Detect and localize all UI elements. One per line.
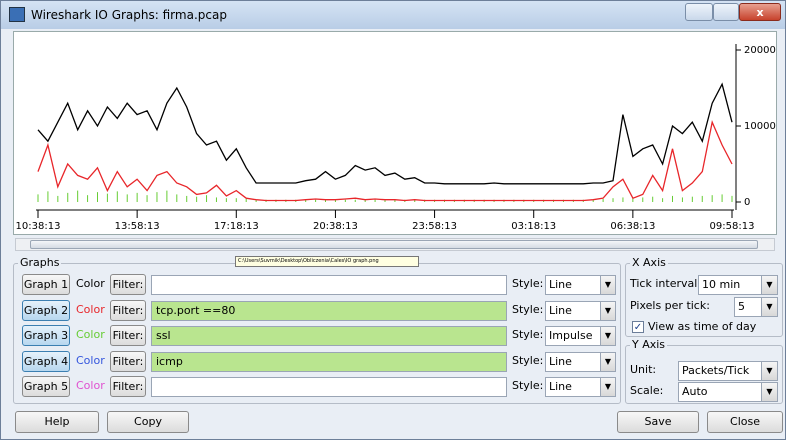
x-tick-label: 13:58:13 [115,221,160,232]
color-label[interactable]: Color [76,353,105,367]
y-axis-group: Y Axis Unit: Packets/Tick ▼ Scale: Auto ▼ [625,338,783,404]
io-graph: 0 100000 200000 10:38:13 13:58:13 17:18:13 20:… [13,31,777,235]
x-tick-label: 09:58:13 [710,221,755,232]
style-select[interactable]: Line ▼ [545,351,616,372]
y-tick-label: 0 [744,197,750,208]
select-value: 10 min [702,278,741,291]
scroll-thumb[interactable] [30,240,758,249]
dropdown-arrow[interactable]: ▼ [600,327,615,345]
scrollbar[interactable] [15,238,775,251]
tooltip: C:\Users\Suvmik\Desktop\Obliczenia\Cales… [235,256,419,267]
dropdown-arrow[interactable]: ▼ [761,362,777,380]
filter-input[interactable] [151,275,507,295]
minimize-button[interactable] [685,3,713,21]
group-label: Y Axis [630,338,668,351]
style-label: Style: [512,379,544,392]
select-value: Packets/Tick [682,364,750,377]
graph-button[interactable]: Graph 2 [22,299,70,321]
x-axis-group: X Axis Tick interval: 10 min ▼ Pixels per… [625,256,783,337]
save-button[interactable]: Save [617,411,699,433]
color-label[interactable]: Color [76,379,105,392]
unit-label: Unit: [630,363,657,376]
dropdown-arrow[interactable]: ▼ [600,276,615,294]
select-value: Line [549,354,572,368]
style-select[interactable]: Line ▼ [545,377,616,397]
dropdown-arrow[interactable]: ▼ [761,298,777,316]
select-value: 5 [738,300,745,313]
dropdown-arrow[interactable]: ▼ [600,301,615,320]
dropdown-arrow[interactable]: ▼ [761,276,777,294]
graph-button[interactable]: Graph 5 [22,376,70,397]
filter-button[interactable]: Filter: [110,299,146,321]
close-window-button[interactable]: x [739,3,781,21]
style-label: Style: [512,328,544,341]
close-button[interactable]: Close [707,411,783,433]
x-tick-label: 03:18:13 [511,221,556,232]
dropdown-arrow[interactable]: ▼ [600,352,615,371]
filter-button[interactable]: Filter: [110,274,146,295]
window-title: Wireshark IO Graphs: firma.pcap [31,8,227,22]
filter-button[interactable]: Filter: [110,376,146,397]
maximize-button[interactable] [713,3,739,21]
select-value: Line [549,278,572,291]
x-tick-label: 10:38:13 [16,221,61,232]
select-value: Impulse [549,329,593,342]
y-tick-label: 200000 [744,45,777,56]
scale-select[interactable]: Auto ▼ [678,382,778,402]
style-label: Style: [512,277,544,290]
group-label: Graphs [18,256,62,269]
filter-button[interactable]: Filter: [110,350,146,372]
dropdown-arrow[interactable]: ▼ [600,378,615,396]
filter-input[interactable] [151,377,507,397]
x-tick-label: 17:18:13 [214,221,259,232]
select-value: Line [549,303,572,317]
tick-interval-label: Tick interval: [630,277,701,290]
filter-input[interactable]: tcp.port ==80 [151,300,507,321]
graph-button[interactable]: Graph 4 [22,350,70,372]
color-label[interactable]: Color [76,302,105,316]
pixels-per-tick-select[interactable]: 5 ▼ [734,297,778,317]
style-select[interactable]: Line ▼ [545,275,616,295]
title-bar: Wireshark IO Graphs: firma.pcap x [1,1,785,29]
select-value: Line [549,380,572,393]
x-tick-label: 06:38:13 [610,221,655,232]
filter-input[interactable]: icmp [151,351,507,372]
checkbox[interactable]: ✓ [632,321,644,333]
style-select[interactable]: Impulse ▼ [545,326,616,346]
help-button[interactable]: Help [15,411,99,433]
graph-button[interactable]: Graph 3 [22,325,70,346]
series-line [37,120,733,202]
tick-interval-select[interactable]: 10 min ▼ [698,275,778,295]
dropdown-arrow[interactable]: ▼ [761,383,777,401]
scale-label: Scale: [630,384,664,397]
y-tick-label: 100000 [744,121,777,132]
x-tick-label: 23:58:13 [412,221,457,232]
copy-button[interactable]: Copy [107,411,189,433]
group-label: X Axis [630,256,668,269]
style-label: Style: [512,353,544,367]
unit-select[interactable]: Packets/Tick ▼ [678,361,778,381]
color-label[interactable]: Color [76,277,105,290]
graphs-group: Graphs Graph 1 Color Filter: Style: Line ▼ Gra… [13,256,621,404]
filter-button[interactable]: Filter: [110,325,146,346]
pixels-per-tick-label: Pixels per tick: [630,299,710,312]
style-select[interactable]: Line ▼ [545,300,616,321]
series-line [37,82,733,185]
app-icon [9,7,25,22]
style-label: Style: [512,302,544,316]
time-of-day-label: View as time of day [648,320,757,333]
color-label[interactable]: Color [76,328,105,341]
x-tick-label: 20:38:13 [313,221,358,232]
filter-input[interactable]: ssl [151,326,507,346]
graph-button[interactable]: Graph 1 [22,274,70,295]
select-value: Auto [682,385,708,398]
